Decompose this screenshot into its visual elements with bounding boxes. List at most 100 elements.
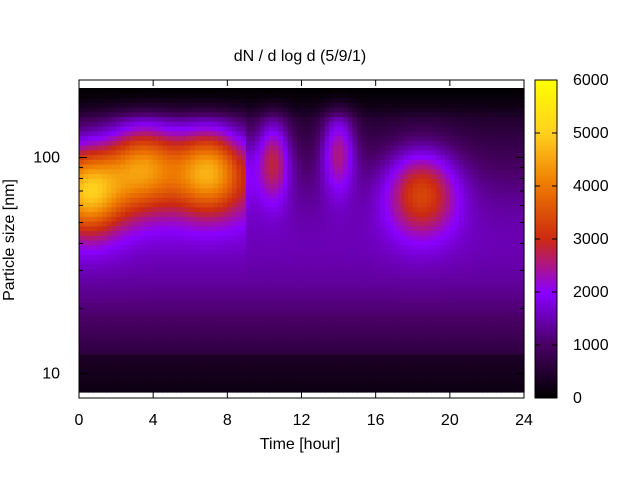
heatmap-cell: [97, 349, 103, 355]
heatmap-cell: [352, 363, 358, 369]
heatmap-cell: [412, 292, 418, 298]
heatmap-cell: [366, 373, 372, 379]
heatmap-cell: [320, 154, 326, 160]
heatmap-cell: [347, 211, 354, 217]
heatmap-cell: [264, 154, 270, 160]
heatmap-cell: [324, 282, 330, 289]
heatmap-cell: [389, 97, 395, 103]
heatmap-cell: [143, 349, 150, 355]
heatmap-cell: [333, 306, 340, 312]
heatmap-cell: [426, 244, 432, 251]
heatmap-cell: [153, 373, 159, 379]
heatmap-cell: [408, 197, 414, 203]
heatmap-cell: [315, 311, 321, 317]
heatmap-cell: [218, 278, 224, 284]
heatmap-cell: [426, 287, 432, 293]
heatmap-cell: [222, 249, 228, 255]
heatmap-cell: [296, 211, 303, 217]
heatmap-cell: [310, 202, 317, 208]
heatmap-cell: [250, 244, 256, 251]
heatmap-cell: [139, 240, 145, 246]
heatmap-cell: [375, 244, 381, 251]
heatmap-cell: [380, 111, 386, 118]
heatmap-cell: [264, 320, 270, 327]
heatmap-cell: [343, 92, 349, 99]
heatmap-cell: [162, 316, 168, 322]
heatmap-cell: [236, 140, 242, 146]
heatmap-cell: [394, 216, 400, 222]
heatmap-cell: [347, 197, 354, 203]
heatmap-cell: [310, 130, 317, 137]
heatmap-cell: [167, 292, 173, 298]
heatmap-cell: [153, 316, 159, 322]
heatmap-cell: [171, 154, 177, 160]
heatmap-cell: [167, 382, 173, 388]
heatmap-cell: [278, 297, 284, 303]
heatmap-cell: [296, 183, 303, 189]
heatmap-cell: [259, 306, 266, 312]
heatmap-cell: [157, 287, 164, 293]
heatmap-cell: [134, 254, 140, 260]
heatmap-cell: [199, 88, 205, 94]
heatmap-cell: [435, 154, 442, 160]
heatmap-cell: [213, 187, 219, 194]
heatmap-cell: [190, 387, 196, 393]
heatmap-cell: [208, 97, 215, 103]
heatmap-cell: [320, 240, 326, 246]
heatmap-cell: [403, 159, 409, 165]
heatmap-cell: [375, 202, 381, 208]
heatmap-cell: [143, 373, 150, 379]
heatmap-cell: [287, 183, 293, 189]
heatmap-cell: [153, 306, 159, 312]
heatmap-cell: [231, 316, 238, 322]
heatmap-cell: [250, 339, 256, 346]
heatmap-cell: [398, 254, 405, 260]
heatmap-cell: [241, 211, 247, 217]
heatmap-cell: [241, 235, 247, 241]
heatmap-cell: [185, 287, 191, 293]
heatmap-cell: [185, 358, 191, 365]
heatmap-cell: [236, 230, 242, 236]
heatmap-cell: [194, 339, 201, 346]
heatmap-cell: [120, 235, 126, 241]
heatmap-cell: [97, 211, 103, 217]
heatmap-cell: [338, 377, 344, 384]
heatmap-cell: [134, 187, 140, 194]
heatmap-cell: [310, 287, 317, 293]
heatmap-cell: [208, 230, 215, 236]
heatmap-cell: [329, 178, 335, 184]
heatmap-cell: [278, 216, 284, 222]
heatmap-cell: [255, 382, 261, 388]
heatmap-cell: [347, 349, 354, 355]
heatmap-cell: [227, 268, 233, 274]
heatmap-cell: [287, 387, 293, 393]
heatmap-cell: [357, 320, 363, 327]
heatmap-cell: [375, 292, 381, 298]
heatmap-cell: [120, 339, 126, 346]
heatmap-cell: [241, 387, 247, 393]
heatmap-cell: [264, 282, 270, 289]
heatmap-cell: [218, 316, 224, 322]
heatmap-cell: [306, 335, 312, 341]
heatmap-cell: [343, 263, 349, 270]
heatmap-cell: [292, 107, 298, 113]
heatmap-cell: [111, 126, 117, 132]
heatmap-cell: [398, 88, 405, 94]
heatmap-cell: [361, 382, 367, 388]
heatmap-cell: [190, 235, 196, 241]
heatmap-cell: [153, 88, 159, 94]
heatmap-cell: [301, 202, 307, 208]
heatmap-cell: [287, 192, 293, 198]
heatmap-cell: [185, 168, 191, 175]
heatmap-cell: [213, 88, 219, 94]
heatmap-cell: [250, 149, 256, 156]
heatmap-cell: [236, 168, 242, 175]
heatmap-cell: [134, 88, 140, 94]
heatmap-cell: [380, 268, 386, 274]
heatmap-cell: [111, 116, 117, 122]
heatmap-cell: [153, 278, 159, 284]
heatmap-cell: [106, 102, 113, 108]
heatmap-cell: [408, 92, 414, 99]
heatmap-cell: [273, 92, 279, 99]
heatmap-cell: [134, 377, 140, 384]
